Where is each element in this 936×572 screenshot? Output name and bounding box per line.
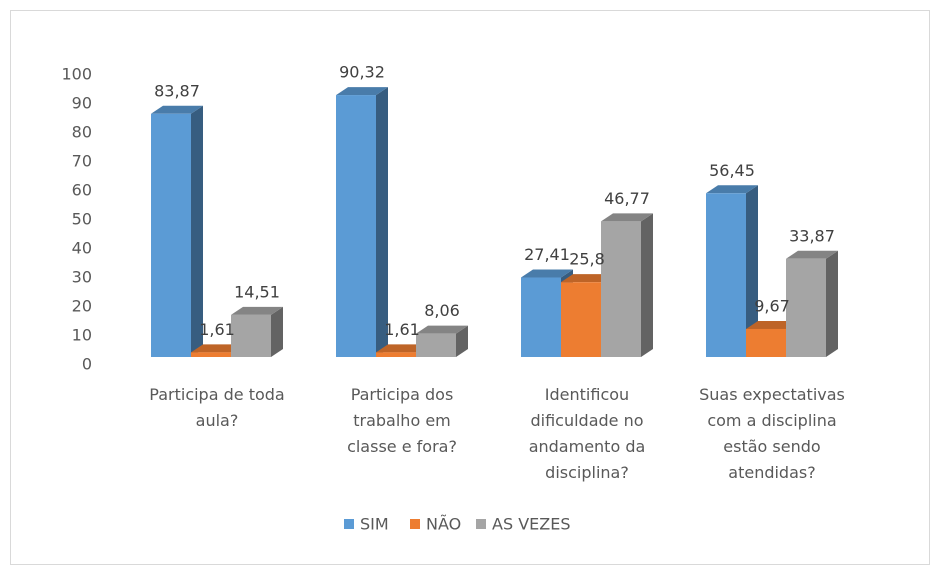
- bar-side: [746, 185, 758, 357]
- legend-swatch: [410, 519, 420, 529]
- bar-front: [746, 328, 786, 357]
- x-tick-label: Participa dos trabalho em classe e fora?: [347, 385, 457, 456]
- bar: [416, 325, 468, 357]
- bar-front: [231, 314, 271, 357]
- bar-front: [151, 113, 191, 357]
- y-tick-label: 30: [72, 268, 92, 287]
- bar-top: [521, 269, 573, 278]
- data-label: 56,45: [709, 161, 755, 180]
- data-label: 8,06: [424, 301, 460, 320]
- bar: [151, 105, 203, 357]
- x-tick-label: Participa de toda aula?: [149, 385, 284, 430]
- legend-swatch: [476, 519, 486, 529]
- bar-front: [521, 277, 561, 357]
- bar-side: [826, 250, 838, 357]
- bar: [706, 185, 758, 357]
- y-tick-label: 40: [72, 239, 92, 258]
- x-tick-label: Identificou dificuldade no andamento da dis…: [529, 385, 646, 482]
- bar-top: [746, 320, 798, 329]
- bar: [231, 306, 283, 357]
- bar-front: [416, 333, 456, 357]
- legend-label: NÃO: [426, 515, 461, 534]
- data-label: 1,61: [384, 320, 420, 339]
- bar-top: [336, 87, 388, 96]
- bar-top: [376, 344, 428, 353]
- y-tick-label: 10: [72, 326, 92, 345]
- data-label: 27,41: [524, 245, 570, 264]
- y-tick-label: 0: [82, 355, 92, 374]
- bar: [601, 213, 653, 357]
- y-tick-label: 50: [72, 210, 92, 229]
- y-tick-label: 90: [72, 94, 92, 113]
- y-tick-label: 20: [72, 297, 92, 316]
- y-tick-label: 100: [61, 65, 92, 84]
- bar-top: [416, 325, 468, 334]
- bar-side: [641, 213, 653, 357]
- data-label: 25,8: [569, 250, 605, 269]
- bar-front: [601, 221, 641, 357]
- y-tick-label: 70: [72, 152, 92, 171]
- bar-side: [271, 306, 283, 357]
- bar-front: [561, 282, 601, 357]
- bar-front: [786, 258, 826, 357]
- legend-label: SIM: [360, 515, 389, 534]
- bar-top: [191, 344, 243, 353]
- data-label: 14,51: [234, 282, 280, 301]
- bar-front: [706, 193, 746, 357]
- bar-front: [376, 352, 416, 357]
- bar: [786, 250, 838, 357]
- bar-side: [456, 325, 468, 357]
- x-tick-label: Suas expectativas com a disciplina estão s…: [699, 385, 845, 482]
- data-label: 83,87: [154, 81, 200, 100]
- y-tick-label: 80: [72, 123, 92, 142]
- legend-label: AS VEZES: [492, 515, 570, 534]
- bar-top: [706, 185, 758, 194]
- data-label: 1,61: [199, 320, 235, 339]
- y-tick-label: 60: [72, 181, 92, 200]
- bar: [336, 87, 388, 358]
- bar-top: [561, 274, 613, 283]
- bar-front: [191, 352, 231, 357]
- bar-top: [786, 250, 838, 259]
- bar-side: [376, 87, 388, 358]
- data-label: 46,77: [604, 189, 650, 208]
- bar-front: [336, 95, 376, 358]
- data-label: 90,32: [339, 63, 385, 82]
- legend-swatch: [344, 519, 354, 529]
- bar-side: [191, 105, 203, 357]
- bar-top: [151, 105, 203, 114]
- data-label: 33,87: [789, 226, 835, 245]
- bar-top: [601, 213, 653, 222]
- data-label: 9,67: [754, 296, 790, 315]
- bar-top: [231, 306, 283, 315]
